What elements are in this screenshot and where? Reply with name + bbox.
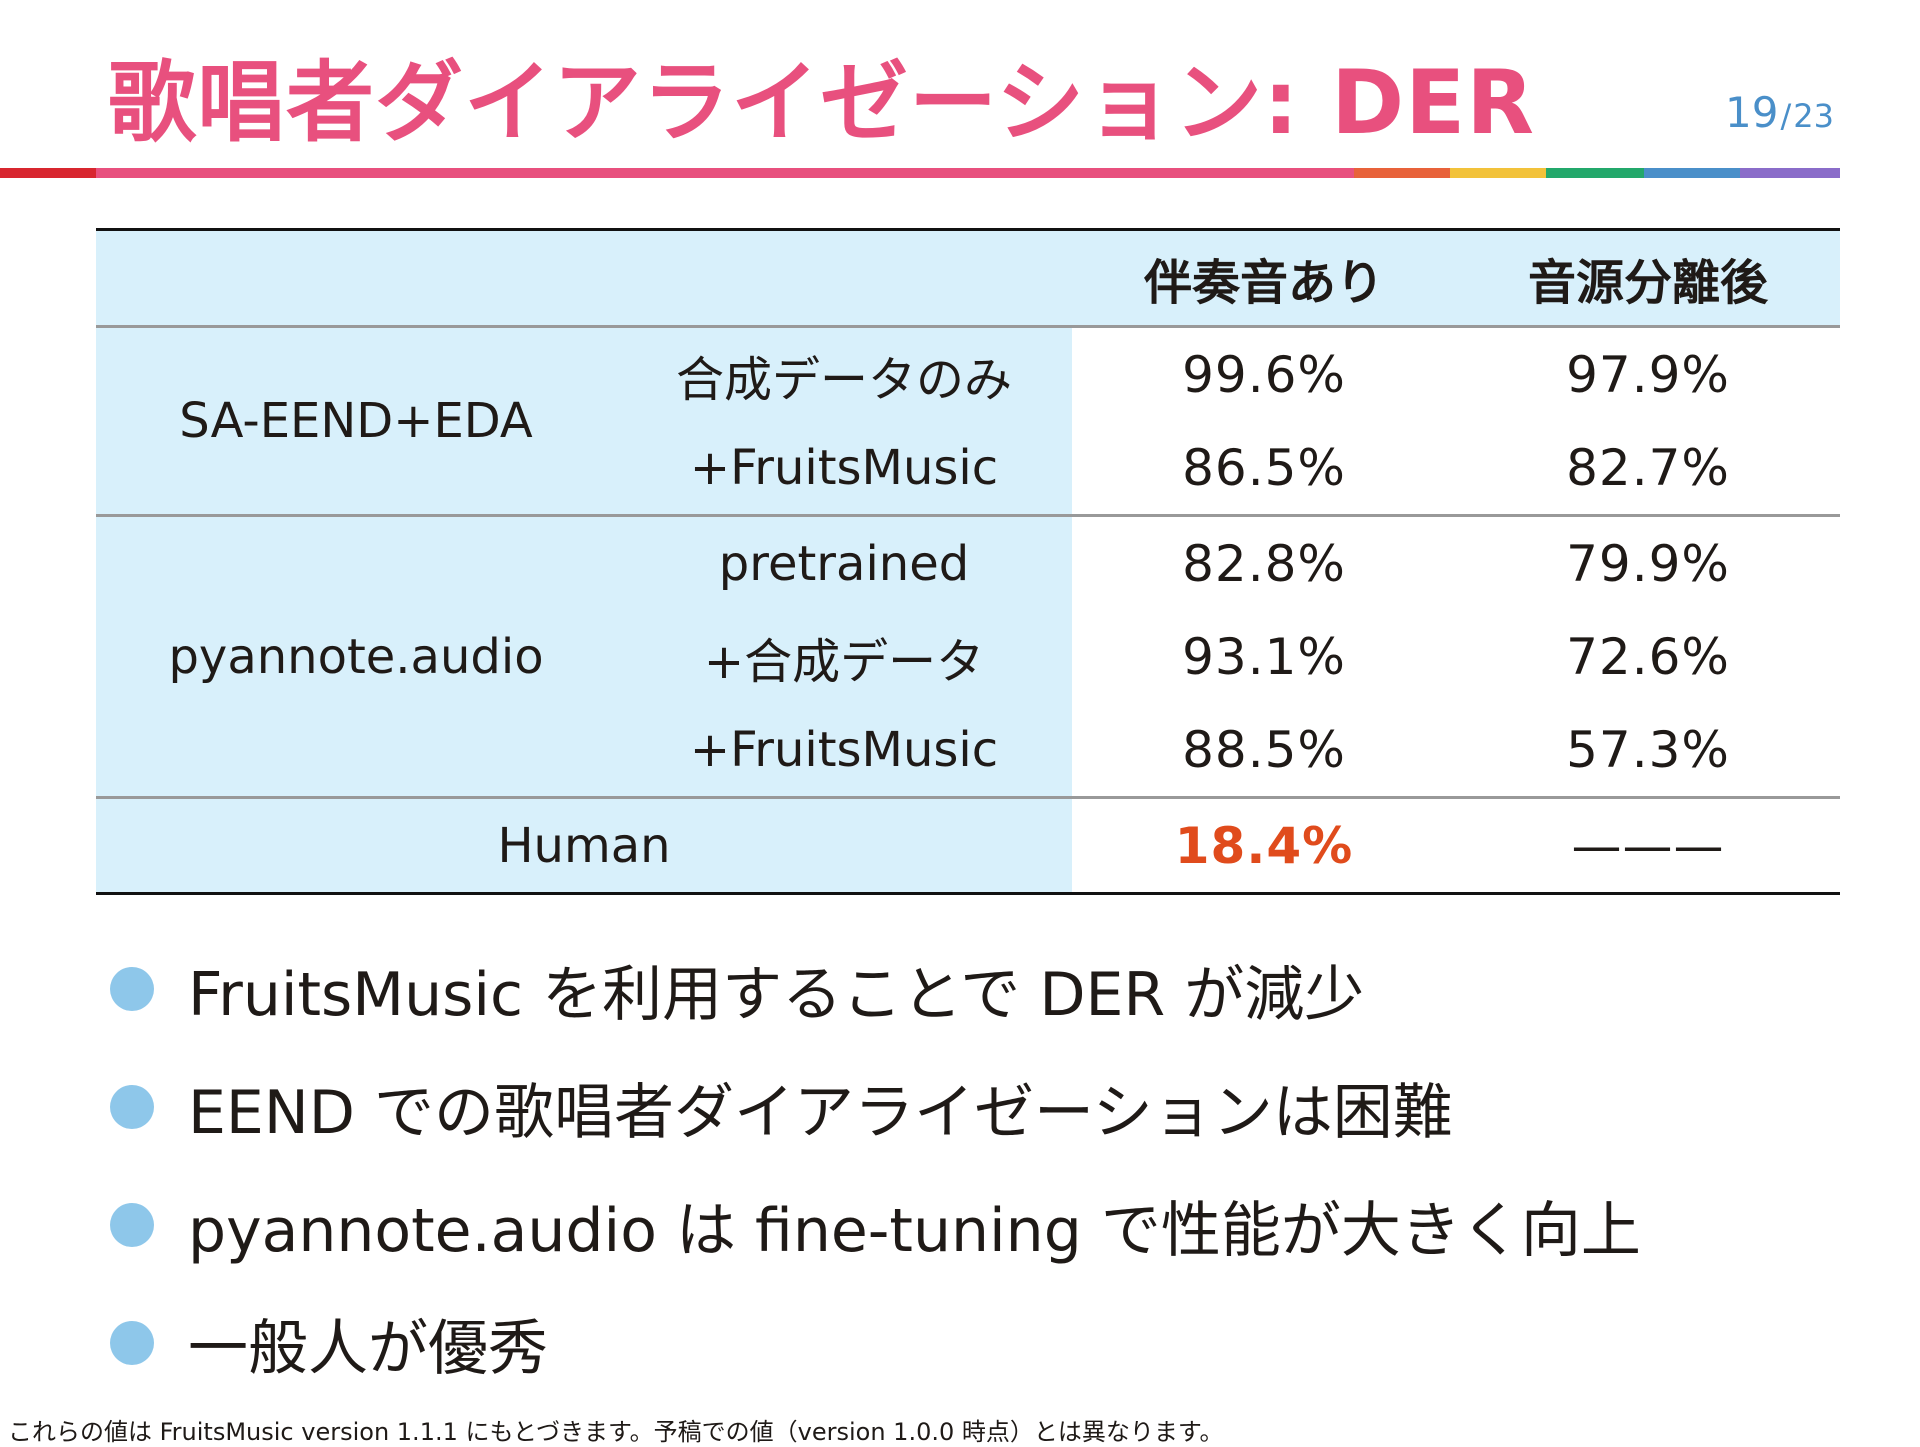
- bullet-dot-icon: [110, 967, 154, 1011]
- der-with-accompaniment: 86.5%: [1072, 421, 1456, 517]
- table-row: +FruitsMusic 86.5% 82.7%: [96, 421, 1840, 517]
- rule-segment: [1644, 168, 1740, 178]
- page-separator: /: [1780, 97, 1792, 135]
- der-human-after-separation: ———: [1456, 797, 1840, 895]
- table-row: +合成データ 93.1% 72.6%: [96, 610, 1840, 703]
- table-row-human: Human 18.4% ———: [96, 797, 1840, 895]
- bullet-list: FruitsMusic を利用することで DER が減少 EEND での歌唱者ダ…: [110, 930, 1641, 1402]
- variant-label: 合成データのみ: [616, 326, 1072, 421]
- bullet-text: 一般人が優秀: [188, 1313, 548, 1384]
- footnote: これらの値は FruitsMusic version 1.1.1 にもとづきます…: [8, 1418, 1224, 1446]
- header-empty: [616, 228, 1072, 328]
- header-with-accompaniment: 伴奏音あり: [1072, 228, 1456, 328]
- bullet-text: FruitsMusic を利用することで DER が減少: [188, 959, 1365, 1030]
- rule-segment: [1546, 168, 1644, 178]
- page-current: 19: [1725, 88, 1779, 137]
- table-row: +FruitsMusic 88.5% 57.3%: [96, 703, 1840, 799]
- header-empty: [96, 228, 616, 328]
- der-after-separation: 82.7%: [1456, 421, 1840, 517]
- bullet-item: FruitsMusic を利用することで DER が減少: [110, 930, 1641, 1048]
- der-after-separation: 72.6%: [1566, 627, 1730, 686]
- variant-label: pretrained: [616, 515, 1072, 610]
- der-with-accompaniment: 82.8%: [1182, 534, 1346, 593]
- table-row: SA-EEND+EDA 合成データのみ 99.6% 97.9%: [96, 326, 1840, 517]
- der-table: 伴奏音あり 音源分離後 SA-EEND+EDA 合成データのみ 99.6% 97…: [96, 228, 1840, 895]
- table-header-row: 伴奏音あり 音源分離後: [96, 228, 1840, 328]
- der-after-separation: 79.9%: [1566, 534, 1730, 593]
- method-label: SA-EEND+EDA: [96, 326, 616, 517]
- table-row: pyannote.audio pretrained 82.8% 79.9%: [96, 515, 1840, 799]
- rule-segment: [1740, 168, 1840, 178]
- human-label: Human: [96, 797, 1072, 895]
- variant-label: +FruitsMusic: [616, 421, 1072, 517]
- rule-segment: [0, 168, 96, 178]
- bullet-item: 一般人が優秀: [110, 1284, 1641, 1402]
- title-rule: [0, 168, 1840, 178]
- slide-title: 歌唱者ダイアライゼーション: DER: [108, 51, 1535, 154]
- der-with-accompaniment: 99.6%: [1182, 345, 1346, 404]
- bullet-item: EEND での歌唱者ダイアライゼーションは困難: [110, 1048, 1641, 1166]
- der-after-separation: 57.3%: [1456, 703, 1840, 799]
- der-after-separation: 97.9%: [1566, 345, 1730, 404]
- page-total: 23: [1793, 97, 1834, 135]
- der-with-accompaniment: 88.5%: [1072, 703, 1456, 799]
- page-number: 19/23: [1725, 88, 1834, 137]
- bullet-text: EEND での歌唱者ダイアライゼーションは困難: [188, 1077, 1453, 1148]
- bullet-item: pyannote.audio は fine-tuning で性能が大きく向上: [110, 1166, 1641, 1284]
- der-human-with-accompaniment: 18.4%: [1072, 797, 1456, 895]
- bullet-dot-icon: [110, 1321, 154, 1365]
- rule-segment: [1354, 168, 1450, 178]
- bullet-dot-icon: [110, 1085, 154, 1129]
- header-after-separation: 音源分離後: [1456, 228, 1840, 328]
- variant-label: +合成データ: [616, 610, 1072, 703]
- bullet-dot-icon: [110, 1203, 154, 1247]
- der-with-accompaniment: 93.1%: [1182, 627, 1346, 686]
- rule-segment: [96, 168, 1354, 178]
- variant-label: +FruitsMusic: [616, 703, 1072, 799]
- bullet-text: pyannote.audio は fine-tuning で性能が大きく向上: [188, 1195, 1641, 1266]
- method-label: pyannote.audio: [96, 515, 616, 799]
- rule-segment: [1450, 168, 1546, 178]
